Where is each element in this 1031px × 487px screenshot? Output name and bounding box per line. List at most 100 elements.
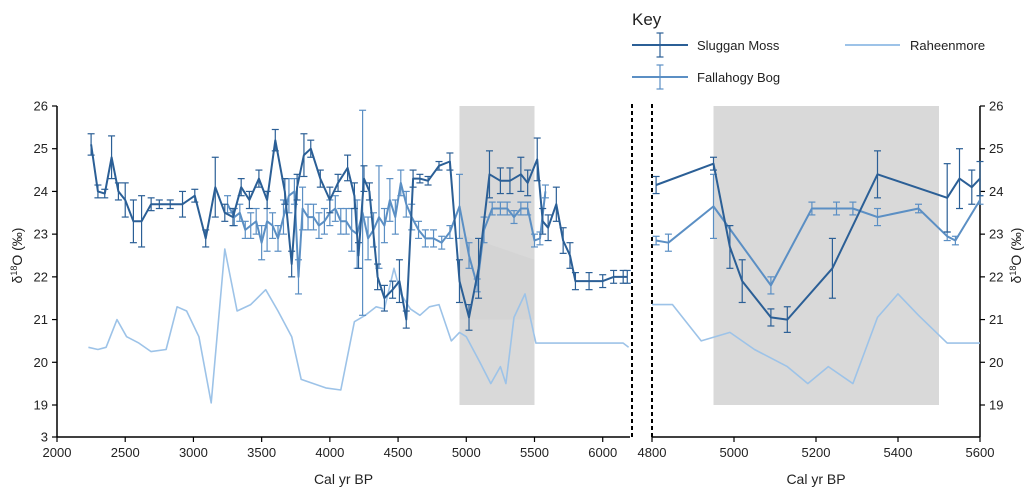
right-y-tick-label-22: 22	[989, 269, 1003, 284]
series-layer	[87, 109, 984, 404]
left-error-bar-sluggan-moss	[380, 284, 388, 312]
left-error-bar-fallahogy-bog	[415, 220, 423, 240]
left-error-bar-fallahogy-bog	[421, 229, 429, 248]
left-x-tick-label-4000: 4000	[315, 445, 344, 460]
left-error-bar-sluggan-moss	[517, 156, 525, 193]
left-error-bar-sluggan-moss	[281, 178, 289, 205]
left-error-bar-fallahogy-bog	[503, 201, 511, 216]
right-error-bar-fallahogy-bog	[664, 233, 672, 252]
left-error-bar-sluggan-moss	[179, 190, 187, 218]
left-y-tick-label-23: 23	[34, 227, 48, 242]
left-error-bar-fallahogy-bog	[391, 199, 399, 235]
left-error-bar-fallahogy-bog	[309, 203, 317, 231]
left-error-bar-fallahogy-bog	[258, 225, 266, 261]
right-error-bar-sluggan-moss	[767, 308, 775, 327]
right-error-bar-sluggan-moss	[874, 150, 881, 199]
left-error-bar-fallahogy-bog	[299, 186, 307, 231]
left-y-tick-label-26: 26	[34, 99, 48, 114]
right-error-bar-sluggan-moss	[710, 156, 717, 171]
left-error-bar-sluggan-moss	[202, 229, 210, 248]
left-y-tick-label-bottom: 3	[41, 430, 48, 445]
right-error-bar-fallahogy-bog	[808, 201, 816, 216]
legend-label-fallahogy-bog: Fallahogy Bog	[697, 70, 780, 85]
right-error-bar-sluggan-moss	[943, 163, 951, 233]
left-error-bar-fallahogy-bog	[252, 207, 260, 235]
legend-title: Key	[632, 10, 662, 29]
left-x-tick-label-6000: 6000	[588, 445, 617, 460]
legend-layer: Key Sluggan Moss Fallahogy Bog Raheenmore	[632, 10, 985, 90]
left-error-bar-sluggan-moss	[599, 274, 607, 289]
left-error-bar-sluggan-moss	[334, 173, 342, 193]
left-y-tick-label-21: 21	[34, 312, 48, 327]
left-error-bar-sluggan-moss	[455, 259, 463, 304]
left-error-bar-sluggan-moss	[221, 203, 229, 222]
left-error-bar-sluggan-moss	[524, 169, 532, 197]
left-error-bar-sluggan-moss	[129, 199, 137, 244]
left-error-bar-sluggan-moss	[544, 214, 552, 242]
left-error-bar-sluggan-moss	[610, 269, 618, 284]
labels-layer: 2000 2500 3000 3500 4000 4500 5000 5500 6000 Cal …	[9, 99, 1024, 487]
right-x-tick-label-5400: 5400	[884, 445, 913, 460]
left-error-bar-sluggan-moss	[300, 133, 308, 178]
right-y-axis-title: δ18O (‰)	[1008, 228, 1024, 284]
left-error-bar-sluggan-moss	[475, 237, 483, 299]
left-error-bar-sluggan-moss	[138, 195, 146, 248]
left-error-bar-fallahogy-bog	[348, 207, 356, 252]
left-error-bar-sluggan-moss	[360, 165, 368, 193]
right-error-bar-sluggan-moss	[783, 306, 791, 333]
left-error-bar-fallahogy-bog	[294, 259, 302, 295]
left-error-bar-sluggan-moss	[566, 242, 574, 269]
left-error-bar-fallahogy-bog	[455, 173, 463, 240]
left-error-bar-fallahogy-bog	[359, 109, 367, 316]
left-error-bar-sluggan-moss	[389, 280, 397, 299]
left-error-bar-sluggan-moss	[108, 135, 116, 180]
left-y-tick-label-19: 19	[34, 398, 48, 413]
left-error-bar-sluggan-moss	[485, 150, 493, 199]
left-x-tick-label-3000: 3000	[179, 445, 208, 460]
right-error-bar-fallahogy-bog	[767, 276, 775, 295]
left-error-bar-sluggan-moss	[424, 175, 432, 186]
left-error-bar-sluggan-moss	[416, 173, 424, 184]
left-error-bar-fallahogy-bog	[269, 212, 277, 240]
left-error-bar-fallahogy-bog	[465, 242, 473, 269]
left-error-bar-sluggan-moss	[245, 190, 253, 210]
left-error-bar-sluggan-moss	[211, 156, 219, 218]
left-error-bar-sluggan-moss	[559, 227, 567, 254]
left-error-bar-sluggan-moss	[533, 137, 541, 182]
right-x-axis-title: Cal yr BP	[786, 471, 845, 487]
left-error-bar-sluggan-moss	[355, 242, 363, 269]
right-error-bar-fallahogy-bog	[833, 201, 840, 216]
left-error-bar-sluggan-moss	[87, 133, 95, 156]
left-error-bar-sluggan-moss	[506, 167, 514, 195]
legend-entry-sluggan-moss: Sluggan Moss	[632, 32, 780, 58]
left-error-bar-sluggan-moss	[94, 184, 102, 199]
right-error-bar-sluggan-moss	[726, 225, 734, 269]
left-error-bar-fallahogy-bog	[380, 207, 388, 244]
left-error-bar-sluggan-moss	[121, 182, 129, 218]
left-y-tick-label-20: 20	[34, 355, 48, 370]
left-error-bar-fallahogy-bog	[375, 165, 383, 269]
left-error-bar-sluggan-moss	[237, 178, 245, 197]
left-error-bar-sluggan-moss	[496, 167, 504, 195]
left-error-bar-fallahogy-bog	[510, 210, 518, 225]
left-error-bar-sluggan-moss	[402, 310, 410, 329]
right-series-line-fallahogy-bog	[655, 199, 981, 287]
left-error-bar-sluggan-moss	[623, 269, 631, 284]
right-error-bar-sluggan-moss	[976, 160, 984, 197]
left-error-bar-fallahogy-bog	[386, 178, 394, 222]
left-error-bar-sluggan-moss	[344, 154, 352, 182]
left-x-tick-label-5000: 5000	[452, 445, 481, 460]
right-error-bar-sluggan-moss	[828, 237, 836, 299]
left-error-bar-sluggan-moss	[539, 207, 547, 235]
left-error-bar-fallahogy-bog	[541, 184, 549, 199]
right-error-bar-sluggan-moss	[738, 259, 746, 304]
left-x-tick-label-2500: 2500	[111, 445, 140, 460]
left-error-bar-sluggan-moss	[191, 188, 199, 203]
left-error-bar-sluggan-moss	[271, 128, 279, 152]
right-error-bar-sluggan-moss	[968, 169, 976, 205]
left-error-bar-sluggan-moss	[409, 169, 417, 188]
left-error-bar-sluggan-moss	[446, 152, 454, 171]
right-error-bar-fallahogy-bog	[874, 207, 881, 227]
right-error-bar-sluggan-moss	[652, 175, 660, 195]
